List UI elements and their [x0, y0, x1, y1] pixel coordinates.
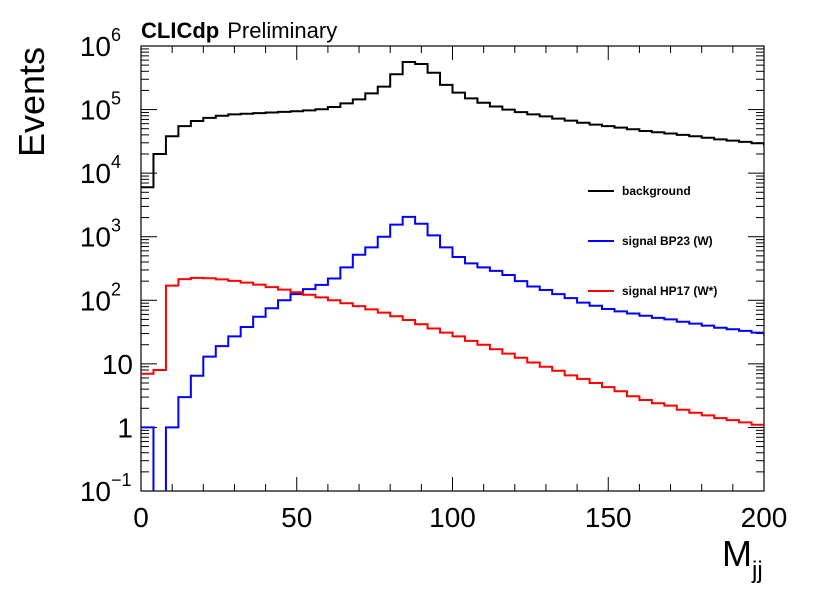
y-tick-label: 10 6 [80, 25, 121, 62]
x-tick-label: 200 [741, 502, 788, 533]
x-tick-label: 150 [585, 502, 632, 533]
legend-label: signal HP17 (W*) [622, 284, 717, 298]
chart-title: CLICdp Preliminary [141, 18, 337, 43]
y-tick-exponent: −1 [111, 470, 132, 490]
y-tick-exponent: 5 [111, 89, 121, 109]
y-tick-base: 10 [80, 476, 111, 507]
plot-frame [140, 45, 765, 492]
y-tick-label: 10 2 [80, 279, 121, 316]
labels: CLICdp Preliminary Events Mjj [11, 18, 763, 584]
legend-entry: signal BP23 (W) [588, 234, 713, 248]
y-tick-base: 10 [102, 349, 133, 380]
y-tick-base: 10 [80, 95, 111, 126]
y-tick-exponent: 3 [111, 216, 121, 236]
y-tick-label: 10 3 [80, 216, 121, 253]
y-tick-exponent: 4 [111, 152, 121, 172]
y-tick-base: 10 [80, 158, 111, 189]
y-tick-base: 1 [117, 412, 133, 443]
y-tick-label: 10 [102, 349, 133, 380]
legend-entry: signal HP17 (W*) [588, 284, 717, 298]
y-tick-label: 10 4 [80, 152, 121, 189]
y-tick-base: 10 [80, 222, 111, 253]
series-line-0 [141, 61, 764, 189]
legend: background signal BP23 (W) signal HP17 (W*… [588, 184, 717, 298]
x-axis-label-sub: jj [751, 557, 763, 584]
y-tick-label: 10 −1 [80, 470, 132, 507]
legend-label: background [622, 184, 691, 198]
x-axis-label-base: M [722, 533, 752, 574]
x-tick-label: 0 [133, 502, 149, 533]
brand-label: CLICdp [141, 18, 219, 43]
y-tick-label: 1 [117, 412, 133, 443]
title-label: Preliminary [227, 18, 337, 43]
series-line-1 [141, 215, 764, 491]
y-tick-label: 10 5 [80, 89, 121, 126]
y-tick-base: 10 [80, 31, 111, 62]
x-tick-label: 50 [281, 502, 312, 533]
y-tick-base: 10 [80, 285, 111, 316]
series-line-2 [141, 276, 764, 428]
x-tick-label: 100 [429, 502, 476, 533]
y-tick-exponent: 6 [111, 25, 121, 45]
y-tick-exponent: 2 [111, 279, 121, 299]
x-axis-label: Mjj [722, 533, 763, 584]
y-axis-label: Events [11, 47, 52, 157]
legend-label: signal BP23 (W) [622, 234, 713, 248]
legend-entry: background [588, 184, 691, 198]
series-layer [141, 61, 764, 491]
